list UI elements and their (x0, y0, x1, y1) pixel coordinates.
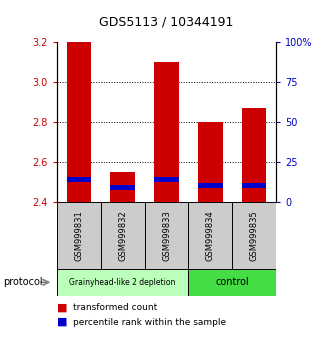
Text: ■: ■ (57, 317, 67, 327)
Text: ■: ■ (57, 303, 67, 313)
Text: control: control (215, 277, 249, 287)
Text: GDS5113 / 10344191: GDS5113 / 10344191 (99, 16, 234, 29)
Text: GSM999832: GSM999832 (118, 210, 127, 261)
Bar (67, 42, 91, 202)
Bar (101, 202, 145, 269)
Bar (57, 202, 101, 269)
Bar (67, 177, 91, 182)
Bar (111, 172, 135, 202)
Bar (198, 183, 222, 188)
Bar (232, 202, 276, 269)
Bar (198, 122, 222, 202)
Bar (188, 269, 276, 296)
Text: protocol: protocol (3, 277, 43, 287)
Text: GSM999831: GSM999831 (74, 210, 83, 261)
Bar (155, 177, 178, 182)
Text: GSM999833: GSM999833 (162, 210, 171, 261)
Bar (242, 183, 266, 188)
Bar (145, 202, 188, 269)
Bar (57, 269, 188, 296)
Text: percentile rank within the sample: percentile rank within the sample (73, 318, 226, 327)
Text: GSM999835: GSM999835 (250, 210, 259, 261)
Bar (188, 202, 232, 269)
Text: GSM999834: GSM999834 (206, 210, 215, 261)
Text: Grainyhead-like 2 depletion: Grainyhead-like 2 depletion (69, 278, 176, 287)
Bar (155, 62, 178, 202)
Text: transformed count: transformed count (73, 303, 158, 313)
Bar (242, 108, 266, 202)
Bar (111, 185, 135, 190)
